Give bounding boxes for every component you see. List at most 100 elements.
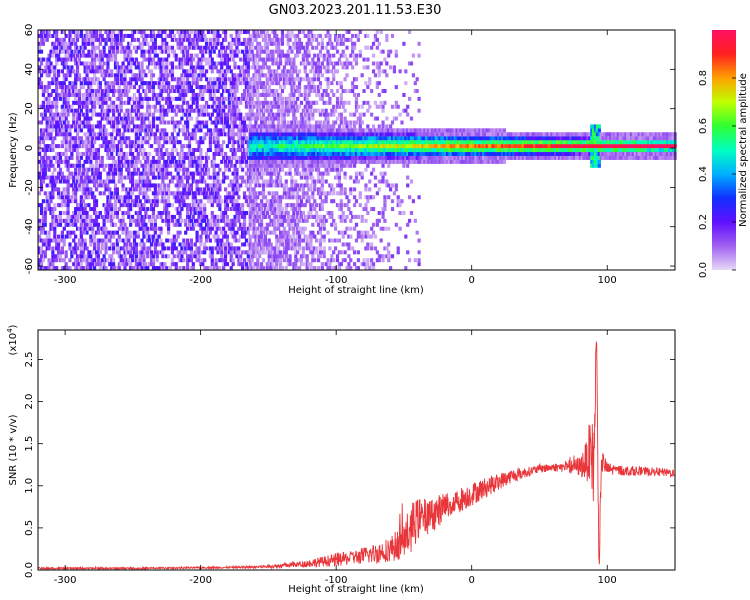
spectrogram-cell — [123, 242, 127, 247]
spectrogram-cell — [142, 151, 146, 156]
spectrogram-cell — [267, 144, 271, 149]
spectrogram-cell — [129, 128, 133, 133]
spectrogram-cell — [167, 246, 171, 251]
spectrogram-cell — [265, 151, 269, 156]
spectrogram-cell — [305, 41, 309, 46]
spectrogram-cell — [94, 163, 99, 168]
spectrogram-cell — [246, 187, 250, 192]
spectrogram-cell — [47, 262, 51, 267]
spectrogram-cell — [172, 163, 176, 168]
spectrogram-cell — [102, 96, 106, 101]
spectrogram-cell — [49, 108, 53, 113]
spectrogram-cell — [280, 230, 285, 235]
spectrogram-cell — [51, 187, 55, 192]
spectrogram-cell — [193, 69, 197, 74]
spectrogram-cell — [296, 77, 300, 82]
spectrogram-cell — [296, 195, 300, 200]
spectrogram-cell — [148, 49, 152, 54]
spectrogram-cell — [186, 191, 190, 196]
spectrogram-cell — [117, 89, 121, 94]
spectrogram-cell — [75, 49, 80, 54]
spectrogram-cell — [242, 37, 247, 42]
spectrogram-cell — [252, 214, 256, 219]
spectrogram-cell — [174, 167, 178, 172]
spectrogram-cell — [305, 124, 309, 129]
spectrogram-cell — [155, 159, 159, 164]
spectrogram-cell — [98, 57, 102, 62]
spectrogram-cell — [212, 171, 216, 176]
spectrogram-cell — [271, 57, 275, 62]
spectrogram-cell — [269, 128, 273, 133]
spectrogram-cell — [303, 218, 307, 223]
spectrogram-cell — [206, 234, 211, 239]
spectrogram-cell — [278, 100, 283, 105]
spectrogram-cell — [235, 81, 239, 86]
spectrogram-cell — [161, 266, 165, 271]
spectrogram-cell — [212, 85, 216, 90]
spectrogram-cell — [222, 45, 226, 50]
spectrogram-cell — [157, 226, 161, 231]
spectrogram-cell — [301, 53, 305, 58]
spectrogram-cell — [155, 254, 159, 259]
spectrogram-cell — [307, 234, 311, 239]
spectrogram-cell — [297, 151, 302, 156]
spectrogram-cell — [233, 85, 237, 90]
spectrogram-cell — [286, 128, 290, 133]
spectrogram-cell — [159, 69, 163, 74]
spectrogram-cell — [275, 242, 279, 247]
spectrogram-cell — [182, 175, 186, 180]
spectrogram-cell — [296, 242, 300, 247]
spectrogram-cell — [282, 246, 286, 251]
spectrogram-cell — [176, 187, 180, 192]
spectrogram-cell — [256, 163, 260, 168]
spectrogram-cell — [241, 214, 245, 219]
spectrogram-cell — [210, 262, 214, 267]
spectrogram-cell — [199, 163, 203, 168]
spectrogram-cell — [180, 144, 184, 149]
spectrogram-cell — [282, 108, 286, 113]
spectrogram-cell — [252, 246, 256, 251]
spectrogram-cell — [172, 238, 176, 243]
spectrogram-cell — [290, 128, 294, 133]
spectrogram-cell — [47, 195, 51, 200]
spectrogram-cell — [153, 136, 157, 141]
spectrogram-cell — [231, 108, 235, 113]
spectrogram-cell — [242, 226, 247, 231]
spectrogram-cell — [233, 108, 237, 113]
spectrogram-cell — [93, 155, 97, 160]
spectrogram-cell — [176, 140, 180, 145]
spectrogram-cell — [62, 77, 66, 82]
spectrogram-cell — [242, 89, 247, 94]
spectrogram-cell — [39, 187, 44, 192]
spectrogram-cell — [222, 77, 226, 82]
spectrogram-cell — [56, 242, 61, 247]
spectrogram-cell — [191, 77, 195, 82]
spectrogram-cell — [233, 183, 237, 188]
spectrogram-cell — [91, 57, 95, 62]
spectrogram-cell — [225, 57, 230, 62]
spectrogram-cell — [104, 250, 108, 255]
spectrogram-cell — [246, 175, 250, 180]
spectrogram-cell — [286, 210, 290, 215]
spectrogram-cell — [142, 30, 146, 34]
spectrogram-cell — [296, 214, 300, 219]
spectrogram-cell — [260, 57, 264, 62]
spectrogram-cell — [292, 159, 296, 164]
spectrogram-cell — [149, 49, 154, 54]
spectrogram-cell — [74, 92, 78, 97]
spectrogram-cell — [265, 89, 269, 94]
spectrogram-cell — [227, 140, 231, 145]
spectrogram-cell — [64, 89, 68, 94]
spectrogram-cell — [277, 45, 281, 50]
spectrogram-cell — [142, 81, 146, 86]
spectrogram-cell — [138, 199, 142, 204]
spectrogram-cell — [235, 238, 239, 243]
spectrogram-cell — [85, 136, 89, 141]
spectrogram-cell — [288, 155, 292, 160]
spectrogram-cell — [193, 210, 197, 215]
spectrogram-cell — [117, 195, 121, 200]
spectrogram-cell — [72, 214, 76, 219]
spectrogram-cell — [176, 230, 180, 235]
spectrogram-cell — [195, 120, 199, 125]
spectrogram-cell — [87, 85, 91, 90]
